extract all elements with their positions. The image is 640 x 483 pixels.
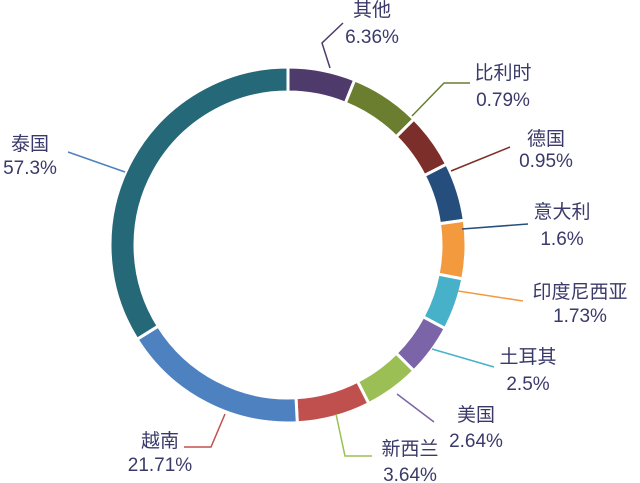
slice-label-新西兰: 新西兰 [381,438,438,460]
slice-label-比利时: 比利时 [474,62,531,84]
pie-slice-意大利 [422,162,466,226]
pie-slice-泰国 [134,324,299,425]
slice-value-意大利: 1.6% [540,229,583,250]
slice-value-越南: 21.71% [128,455,193,476]
labels-layer: 其他 6.36% 比利时 0.79% 德国0.95% 意大利 1.6% 印度尼西亚 1.73% 土… [3,0,627,483]
leader-line-比利时 [411,82,470,117]
pie-slice-越南 [294,379,371,425]
leader-line-泰国 [67,151,126,173]
leader-line-意大利 [461,223,529,230]
leader-lines-layer [67,22,529,457]
pie-slice-印度尼西亚 [436,218,468,281]
slice-value-比利时: 0.79% [476,90,530,111]
slice-label-越南: 越南 [141,430,179,452]
slice-value-其他: 6.36% [345,27,399,48]
leader-line-越南 [184,413,226,448]
slice-label-美国: 美国 [457,404,495,426]
slice-label-德国: 德国 [527,128,565,150]
slice-label-意大利: 意大利 [533,201,590,223]
slice-value-土耳其: 2.5% [506,374,549,395]
slices-layer [108,65,468,425]
pie-slice-extra [108,65,290,342]
slice-label-其他: 其他 [353,0,391,21]
slice-value-泰国: 57.3% [3,158,57,179]
slice-value-德国: 0.95% [519,151,573,172]
slice-value-印度尼西亚: 1.73% [553,306,607,327]
slice-value-美国: 2.64% [449,431,503,452]
leader-line-新西兰 [335,413,372,457]
slice-label-土耳其: 土耳其 [499,346,556,368]
leader-line-印度尼西亚 [457,290,524,302]
leader-line-美国 [396,393,435,423]
leader-line-其他 [321,22,344,69]
leader-line-德国 [450,146,511,172]
pie-slice-其他 [286,65,357,106]
slice-value-新西兰: 3.64% [383,465,437,483]
slice-label-泰国: 泰国 [11,133,49,155]
leader-line-土耳其 [431,348,495,368]
slice-label-印度尼西亚: 印度尼西亚 [532,281,627,303]
